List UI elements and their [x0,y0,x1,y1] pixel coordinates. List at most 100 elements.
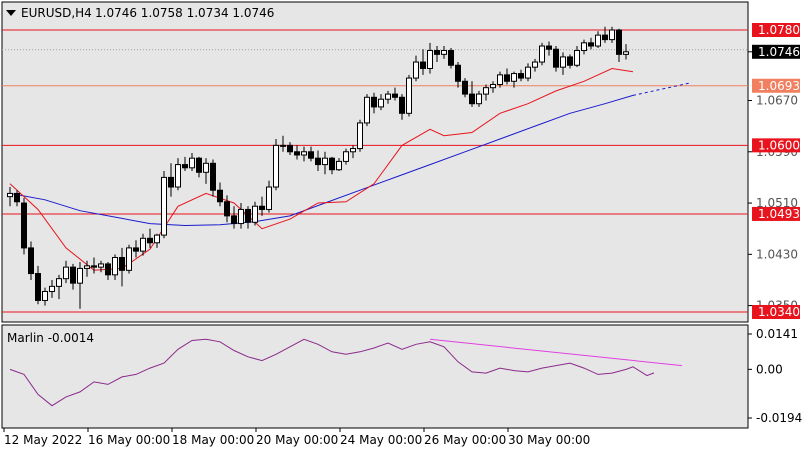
candle [308,146,314,162]
candle [315,150,321,171]
candle [105,262,111,280]
level-badge-label: 1.0493 [758,207,800,221]
candle [567,54,573,69]
candle-body [406,77,412,114]
candle-body [392,93,398,98]
marlin-line [9,338,655,407]
current-price-badge [752,44,800,59]
candle-body [133,247,139,252]
candle [175,158,181,191]
candle [112,254,118,280]
candle-body [441,50,447,55]
candle [154,233,160,248]
candle-body [455,64,461,82]
candle-body [91,265,97,268]
candle-body [483,87,489,95]
candle-body [623,51,629,55]
candle [497,71,503,88]
candle [560,52,566,75]
candle-body [63,266,69,280]
candle [469,81,475,107]
candle [273,138,279,191]
candle-body [112,257,118,276]
indicator-title: Marlin -0.0014 [7,331,94,345]
candle-body [245,208,251,223]
candle [595,31,601,48]
candle-body [98,263,104,268]
symbol-menu-icon[interactable] [6,10,16,16]
candle [371,92,377,114]
candle [168,163,174,197]
candle-body [364,96,370,124]
level-badge [752,138,800,153]
candle-body [399,96,405,114]
candle-body [238,208,244,225]
level-badge [752,305,800,319]
candle [252,201,258,226]
candle [392,87,398,101]
candle-body [560,56,566,68]
candle [259,196,265,216]
candle [28,241,34,280]
candle-body [42,290,48,301]
candle [483,84,489,101]
candle [224,195,230,223]
candle [455,62,461,88]
divergence-line [429,338,683,367]
candle-body [154,234,160,244]
candle [21,197,27,255]
candle [588,37,594,50]
candle-body [7,192,13,198]
candle-body [413,61,419,79]
candle-body [140,237,146,252]
candle [441,46,447,59]
candle-body [385,93,391,100]
candle-body [315,157,321,166]
level-badge-label: 1.0693 [758,79,800,93]
time-tick-label: 16 May 00:00 [88,433,170,447]
indicator-tick-label: 0.00 [756,362,783,376]
candle-body [588,42,594,47]
candle [245,206,251,229]
time-tick-label: 20 May 00:00 [256,433,338,447]
candle [511,71,517,88]
candle-body [77,267,83,284]
candle [490,81,496,93]
level-badge [752,206,800,221]
candle-body [567,56,573,66]
candle-body [518,73,524,79]
candle [189,153,195,171]
candle [63,260,69,284]
candle-body [294,151,300,156]
candle-body [322,157,328,166]
candle [350,145,356,159]
candle [161,171,167,239]
candle [427,42,433,74]
candle-body [308,151,314,159]
candle-body [427,50,433,69]
ohlc-values: 1.0746 1.0758 1.0734 1.0746 [95,6,274,20]
candle [231,206,237,229]
candle [301,146,307,162]
candle-body [168,176,174,188]
candle [56,274,62,300]
price-tick-label: 1.0670 [756,94,798,108]
candle [322,151,328,175]
candle-body [602,34,608,41]
candle [42,287,48,306]
candle [266,180,272,213]
candle-body [21,202,27,249]
candle-body [196,157,202,173]
candle [553,46,559,72]
candle [364,94,370,127]
candle [35,265,41,305]
candle-body [252,205,258,223]
candle-body [357,122,363,150]
candle-body [35,273,41,301]
candle-body [182,164,188,169]
candle [147,228,153,248]
candle [616,28,622,63]
candle [609,26,615,43]
candle [518,69,524,82]
candle-body [70,266,76,284]
